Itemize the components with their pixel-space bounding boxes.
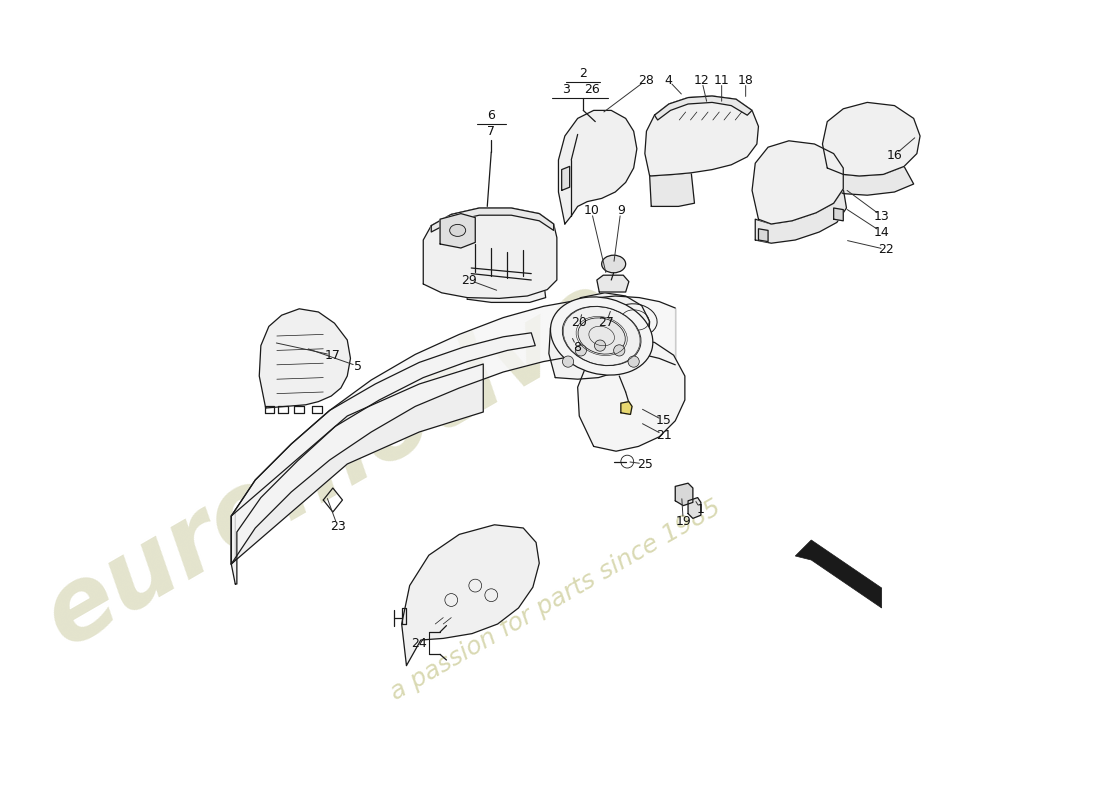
Text: 8: 8: [573, 341, 581, 354]
Polygon shape: [689, 498, 701, 518]
Ellipse shape: [550, 297, 652, 375]
Text: 7: 7: [487, 125, 495, 138]
Ellipse shape: [578, 318, 625, 354]
Text: 22: 22: [879, 243, 894, 256]
Polygon shape: [834, 208, 844, 221]
Text: 23: 23: [330, 520, 345, 533]
Text: 21: 21: [657, 429, 672, 442]
Polygon shape: [260, 309, 351, 408]
Circle shape: [614, 345, 625, 356]
Polygon shape: [620, 402, 632, 414]
Text: 16: 16: [887, 149, 902, 162]
Polygon shape: [231, 364, 483, 564]
Ellipse shape: [614, 304, 657, 336]
Polygon shape: [823, 102, 920, 176]
Text: 19: 19: [675, 515, 691, 528]
Circle shape: [594, 340, 606, 351]
Polygon shape: [759, 229, 768, 242]
Text: 18: 18: [738, 74, 754, 86]
Polygon shape: [562, 166, 570, 190]
Polygon shape: [549, 293, 650, 379]
Text: 3: 3: [562, 83, 571, 96]
Text: 25: 25: [637, 458, 652, 470]
Polygon shape: [650, 173, 694, 206]
Text: 12: 12: [694, 74, 710, 86]
Polygon shape: [402, 525, 539, 666]
Polygon shape: [424, 208, 557, 298]
Text: euromotive: euromotive: [28, 261, 635, 667]
Polygon shape: [756, 189, 847, 243]
Text: 5: 5: [354, 360, 363, 373]
Polygon shape: [645, 96, 759, 176]
Polygon shape: [431, 208, 553, 232]
Text: 11: 11: [714, 74, 729, 86]
Circle shape: [628, 356, 639, 367]
Ellipse shape: [450, 224, 465, 237]
Text: 15: 15: [656, 414, 672, 427]
Polygon shape: [468, 272, 546, 302]
Polygon shape: [231, 333, 536, 584]
Polygon shape: [675, 483, 693, 506]
Text: 27: 27: [598, 316, 615, 329]
Text: 26: 26: [584, 83, 600, 96]
Text: 1: 1: [697, 503, 705, 516]
Text: 2: 2: [580, 67, 587, 80]
Polygon shape: [795, 540, 882, 608]
Text: 13: 13: [873, 210, 890, 222]
Ellipse shape: [602, 255, 626, 273]
Polygon shape: [440, 214, 475, 248]
Polygon shape: [597, 275, 629, 292]
Polygon shape: [559, 110, 637, 224]
Polygon shape: [231, 296, 675, 564]
Circle shape: [562, 356, 574, 367]
Polygon shape: [827, 166, 914, 195]
Circle shape: [575, 345, 586, 356]
Polygon shape: [752, 141, 844, 224]
Text: 10: 10: [583, 204, 600, 217]
Text: a passion for parts since 1985: a passion for parts since 1985: [386, 495, 725, 705]
Polygon shape: [578, 339, 685, 451]
Ellipse shape: [562, 306, 641, 366]
Text: 6: 6: [487, 109, 495, 122]
Text: 28: 28: [638, 74, 654, 86]
Text: 17: 17: [324, 349, 341, 362]
Text: 9: 9: [617, 204, 625, 217]
Text: 20: 20: [571, 316, 587, 329]
Text: 14: 14: [873, 226, 890, 238]
Text: 29: 29: [461, 274, 476, 286]
Text: 4: 4: [664, 74, 672, 86]
Text: 24: 24: [411, 637, 427, 650]
Polygon shape: [654, 96, 752, 120]
Polygon shape: [231, 512, 235, 564]
